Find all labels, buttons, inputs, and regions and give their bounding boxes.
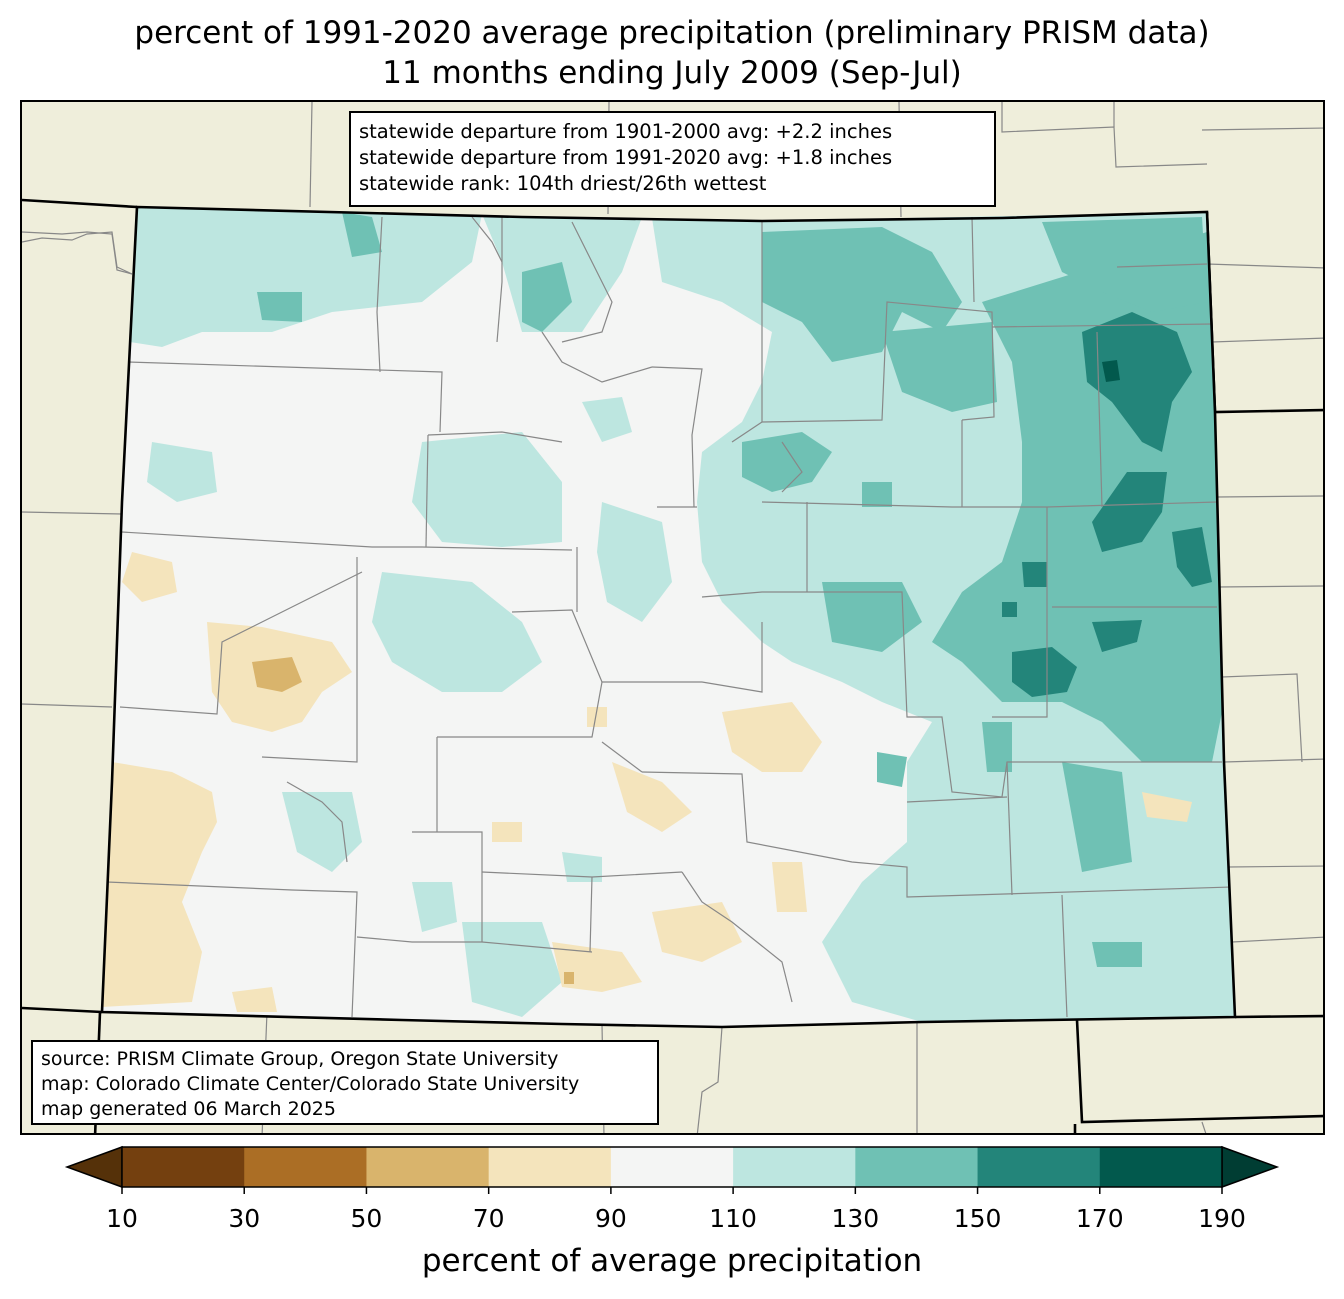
colorbar <box>64 1145 1280 1194</box>
map-title-line1: percent of 1991-2020 average precipitati… <box>134 15 1210 51</box>
colorbar-segment <box>1099 1147 1223 1187</box>
colorbar-tick-label: 170 <box>1075 1204 1124 1233</box>
map-title-line2: 11 months ending July 2009 (Sep-Jul) <box>382 55 962 91</box>
colorbar-tick-label: 150 <box>953 1204 1002 1233</box>
map-frame <box>20 100 1325 1135</box>
colorado-precip-map <box>22 102 1323 1133</box>
colorbar-segment <box>733 1147 856 1187</box>
field-150-170 <box>1002 312 1212 697</box>
colorbar-over-extension <box>1221 1145 1280 1189</box>
source-line3: map generated 06 March 2025 <box>41 1098 336 1120</box>
colorbar-tick-label: 190 <box>1198 1204 1246 1233</box>
colorbar-segment <box>977 1147 1101 1187</box>
colorbar-tick-label: 30 <box>228 1204 261 1233</box>
field-50-70 <box>252 657 574 984</box>
colorbar-segment <box>610 1147 734 1187</box>
colorbar-tick-label: 70 <box>472 1204 505 1233</box>
colorbar-tick-label: 90 <box>594 1204 627 1233</box>
colorbar-border <box>121 1146 1223 1188</box>
source-box: source: PRISM Climate Group, Oregon Stat… <box>31 1040 659 1125</box>
statewide-stats-box: statewide departure from 1901-2000 avg: … <box>349 111 996 207</box>
stats-departure-1991: statewide departure from 1991-2020 avg: … <box>359 146 893 169</box>
colorbar-tick-label: 130 <box>831 1204 880 1233</box>
source-line1: source: PRISM Climate Group, Oregon Stat… <box>41 1048 559 1070</box>
stats-departure-1901: statewide departure from 1901-2000 avg: … <box>359 120 893 143</box>
colorbar-under-extension <box>64 1145 123 1189</box>
colorado-border <box>100 205 1237 1029</box>
colorbar-segment <box>366 1147 490 1187</box>
colorbar-label: percent of average precipitation <box>421 1243 923 1279</box>
colorbar-tick-label: 10 <box>106 1204 138 1233</box>
colorbar-tick-label: 110 <box>709 1204 757 1233</box>
source-line2: map: Colorado Climate Center/Colorado St… <box>41 1073 580 1095</box>
field-170-190 <box>1102 360 1120 382</box>
colorbar-segment <box>855 1147 979 1187</box>
colorbar-tick-label: 50 <box>350 1204 383 1233</box>
stats-rank: statewide rank: 104th driest/26th wettes… <box>359 172 767 195</box>
colorbar-segment <box>488 1147 612 1187</box>
colorbar-segment <box>122 1147 245 1187</box>
colorbar-segment <box>244 1147 367 1187</box>
county-lines <box>106 216 1233 1018</box>
